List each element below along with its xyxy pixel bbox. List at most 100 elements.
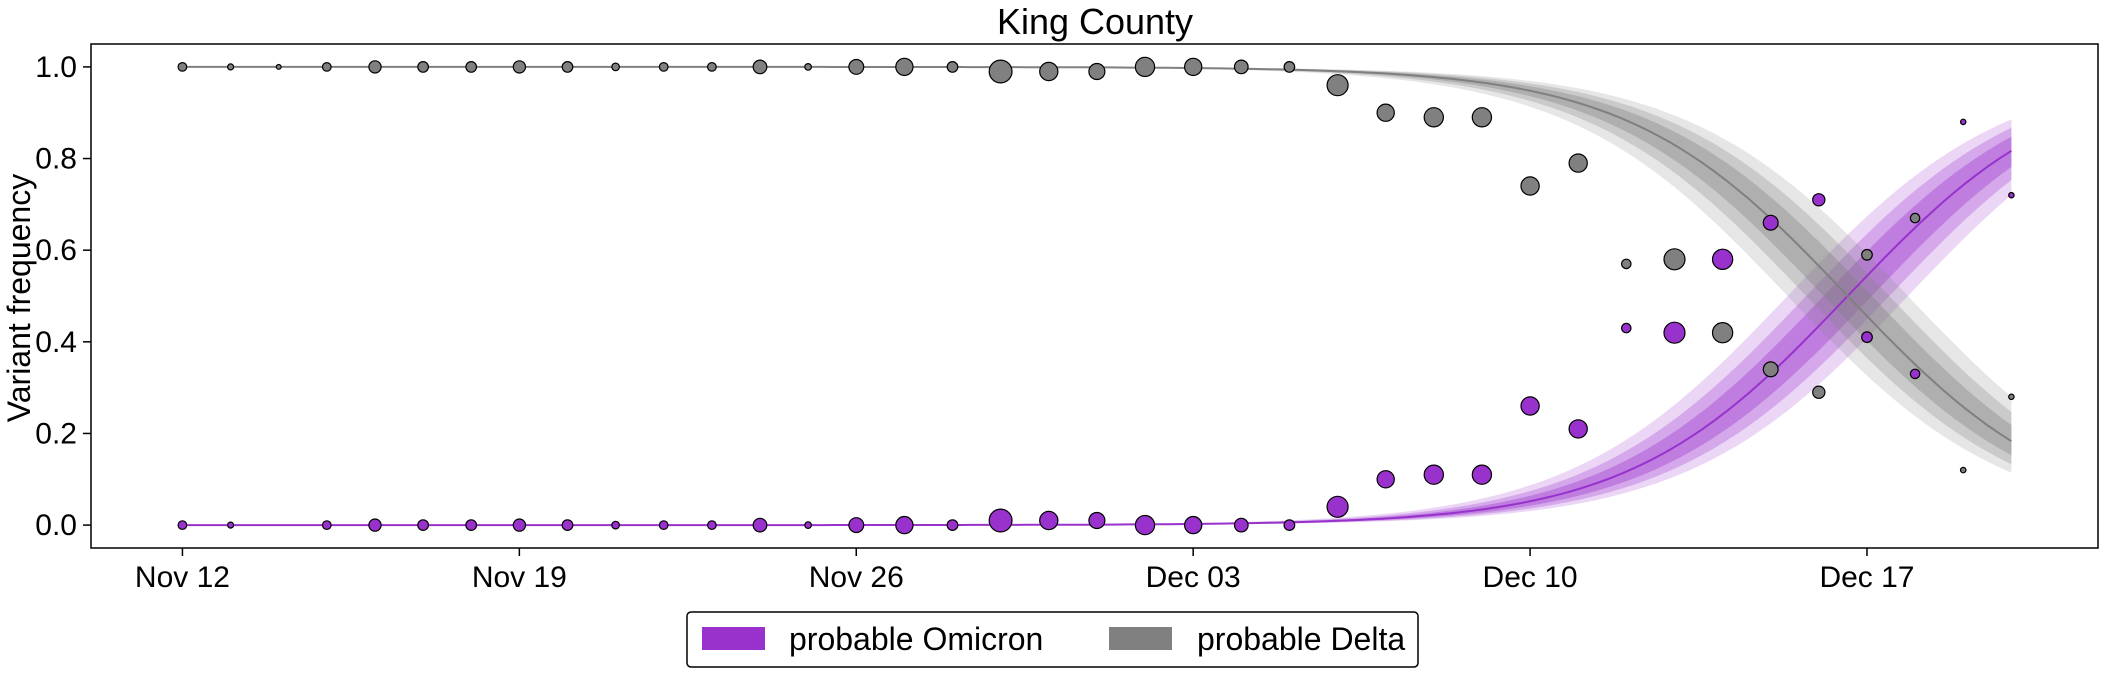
data-point-delta [1812, 385, 1826, 399]
data-point-delta [321, 62, 332, 72]
data-point-omicron [321, 520, 332, 530]
data-point-delta [988, 59, 1013, 84]
data-point-delta [1183, 57, 1203, 77]
legend-swatch-omicron [702, 627, 765, 650]
data-point-delta [1663, 248, 1686, 271]
data-point-delta [658, 62, 669, 72]
data-point-delta [1134, 56, 1156, 78]
data-point-delta [611, 62, 620, 72]
data-point-omicron [1233, 517, 1249, 533]
y-tick-label: 0.0 [35, 509, 77, 542]
data-point-omicron [1423, 464, 1445, 485]
x-tick-label: Nov 26 [809, 561, 904, 594]
data-point-omicron [465, 519, 478, 531]
legend: probable Omicron probable Delta [686, 611, 1419, 668]
data-point-delta [1039, 61, 1059, 82]
data-point-omicron [988, 508, 1013, 533]
y-tick-label: 0.8 [35, 143, 77, 176]
data-point-omicron [946, 519, 959, 531]
data-point-omicron [1376, 470, 1395, 489]
data-point-omicron [417, 519, 430, 531]
data-point-delta [177, 62, 188, 72]
data-point-delta [707, 62, 717, 72]
data-point-omicron [1183, 515, 1203, 535]
data-point-omicron [1812, 193, 1826, 207]
data-point-delta [561, 61, 574, 73]
data-point-delta [1520, 176, 1540, 196]
data-point-omicron [1621, 322, 1632, 334]
data-point-omicron [1326, 495, 1349, 518]
data-point-delta [1471, 107, 1493, 128]
data-point-delta [1711, 322, 1734, 344]
y-tick-label: 0.4 [35, 326, 77, 359]
data-point-omicron [1711, 248, 1734, 270]
data-point-delta [2008, 393, 2015, 401]
data-point-delta [1959, 466, 1967, 474]
data-point-delta [512, 60, 527, 74]
x-axis-ticks: Nov 12 Nov 19 Nov 26 Dec 03 Dec 10 Dec 17 [135, 548, 1915, 594]
data-point-delta [1088, 62, 1106, 81]
legend-label-delta: probable Delta [1197, 621, 1405, 657]
data-point-omicron [1762, 214, 1779, 231]
data-point-omicron [611, 520, 620, 530]
data-point-delta [1423, 107, 1445, 128]
data-point-omicron [368, 518, 382, 532]
data-point-delta [1376, 103, 1395, 122]
data-point-delta [1909, 212, 1921, 224]
data-point-omicron [1861, 331, 1873, 344]
fit-bands [182, 66, 2012, 526]
data-point-delta [1861, 248, 1873, 261]
y-tick-label: 1.0 [35, 51, 77, 84]
legend-label-omicron: probable Omicron [789, 621, 1043, 657]
data-point-omicron [1520, 396, 1540, 416]
data-point-delta [848, 58, 865, 75]
data-point-omicron [1959, 118, 1967, 126]
data-point-delta [804, 63, 812, 71]
x-tick-label: Nov 19 [472, 561, 567, 594]
x-tick-label: Dec 10 [1483, 561, 1578, 594]
data-point-delta [1621, 258, 1632, 270]
data-points [177, 56, 2015, 536]
x-tick-label: Dec 17 [1819, 561, 1914, 594]
data-point-omicron [707, 520, 717, 530]
data-point-omicron [227, 521, 235, 529]
y-axis-label: Variant frequency [1, 174, 37, 422]
data-point-delta [1568, 153, 1588, 173]
data-point-delta [275, 63, 282, 70]
data-point-delta [227, 63, 235, 71]
chart-title: King County [997, 1, 1193, 42]
data-point-omicron [1134, 514, 1156, 536]
data-point-omicron [752, 517, 768, 533]
data-point-delta [417, 61, 430, 73]
data-point-delta [946, 61, 959, 73]
y-tick-label: 0.6 [35, 234, 77, 267]
data-point-omicron [804, 521, 812, 529]
data-point-omicron [895, 515, 914, 535]
data-point-omicron [512, 518, 527, 532]
data-point-omicron [2008, 191, 2015, 199]
data-point-omicron [1039, 510, 1059, 531]
plot-frame [90, 43, 2099, 549]
data-point-delta [1233, 59, 1249, 75]
x-tick-label: Nov 12 [135, 561, 230, 594]
data-point-delta [368, 60, 382, 74]
data-point-delta [465, 61, 478, 73]
data-point-omicron [658, 520, 669, 530]
fit-lines [182, 65, 2012, 527]
data-point-omicron [1283, 519, 1296, 531]
data-point-delta [1283, 61, 1296, 73]
data-point-omicron [1471, 464, 1493, 485]
data-point-omicron [1568, 419, 1588, 439]
data-point-omicron [1088, 511, 1106, 530]
data-point-delta [752, 59, 768, 75]
data-point-omicron [848, 517, 865, 534]
legend-frame [686, 611, 1419, 668]
legend-swatch-delta [1109, 627, 1172, 650]
x-tick-label: Dec 03 [1146, 561, 1241, 594]
data-point-delta [1762, 361, 1779, 378]
data-point-omicron [177, 520, 188, 530]
data-point-omicron [1909, 368, 1921, 380]
data-point-omicron [1663, 321, 1686, 344]
